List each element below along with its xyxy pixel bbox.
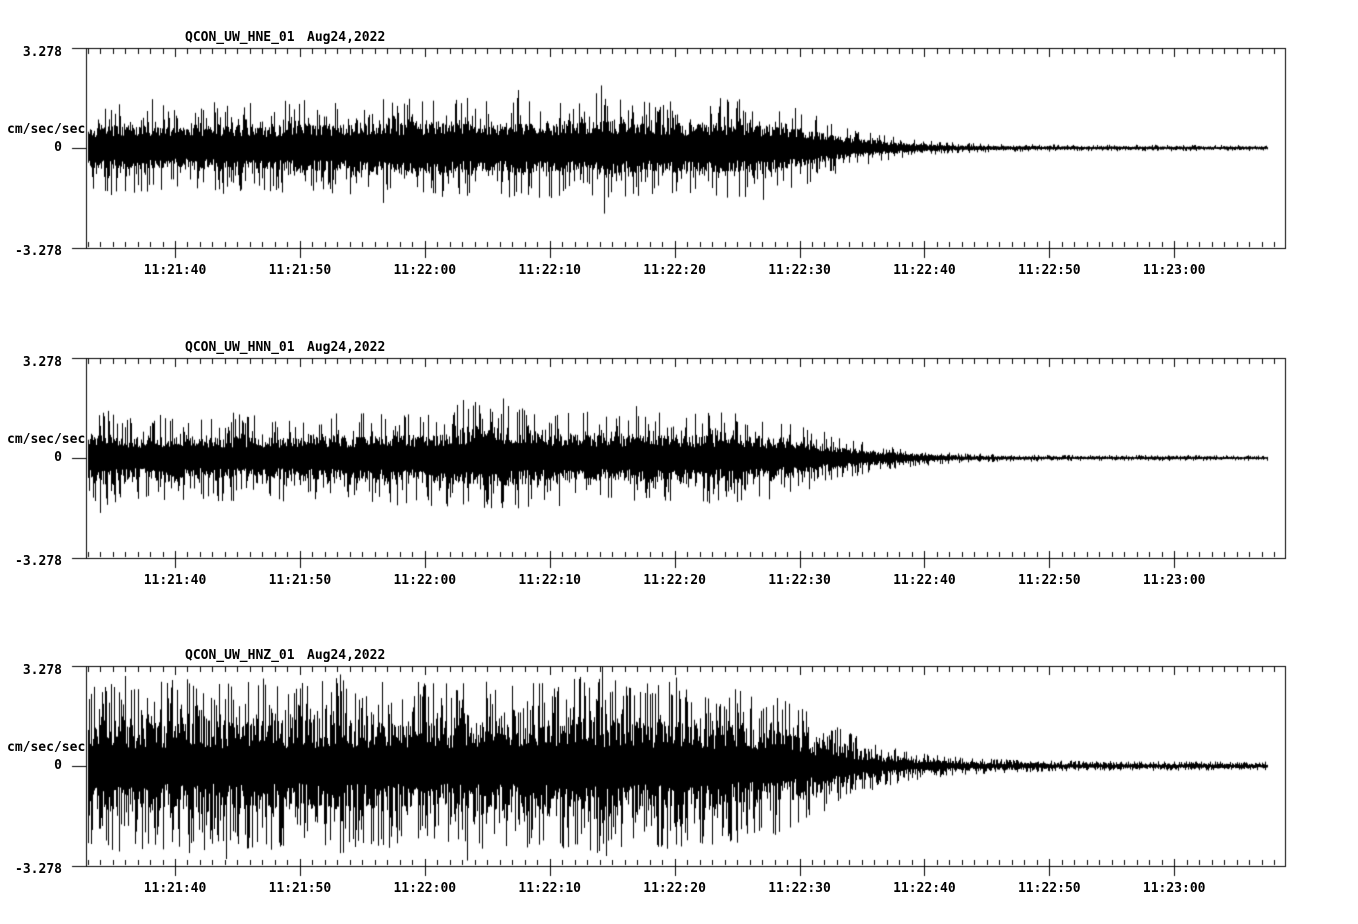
y-max-label: 3.278: [22, 663, 62, 678]
x-tick-label: 11:21:40: [143, 881, 207, 896]
x-tick-labels: 11:21:40 11:21:50 11:22:00 11:22:10 11:22:20…: [0, 882, 1358, 898]
y-unit-label: cm/sec/sec: [7, 122, 86, 137]
x-tick-label: 11:22:50: [1017, 573, 1081, 588]
y-min-label: -3.278: [15, 862, 62, 877]
x-tick-label: 11:21:40: [143, 573, 207, 588]
x-tick-label: 11:22:30: [768, 263, 831, 278]
y-max-label: 3.278: [22, 355, 62, 370]
x-tick-label: 11:22:30: [768, 573, 831, 588]
x-tick-label: 11:22:10: [518, 573, 581, 588]
x-tick-label: 11:21:50: [268, 263, 332, 278]
y-zero-label: 0: [54, 140, 62, 155]
x-tick-label: 11:23:00: [1142, 881, 1206, 896]
x-tick-label: 11:22:40: [893, 573, 956, 588]
x-tick-label: 11:22:50: [1017, 263, 1081, 278]
panel-date: Aug24,2022: [307, 30, 386, 45]
panel-date: Aug24,2022: [307, 648, 386, 663]
panel-date: Aug24,2022: [307, 340, 386, 355]
y-unit-label: cm/sec/sec: [7, 740, 86, 755]
x-tick-label: 11:22:00: [393, 573, 457, 588]
y-max-label: 3.278: [22, 45, 62, 60]
x-tick-label: 11:21:50: [268, 881, 332, 896]
x-tick-labels: 11:21:40 11:21:50 11:22:00 11:22:10 11:22:20…: [0, 264, 1358, 280]
x-tick-label: 11:22:20: [643, 881, 706, 896]
x-tick-label: 11:22:00: [393, 881, 457, 896]
x-tick-label: 11:23:00: [1142, 263, 1206, 278]
panel-title: QCON_UW_HNZ_01: [185, 648, 295, 663]
panel-title: QCON_UW_HNN_01: [185, 340, 295, 355]
y-zero-label: 0: [54, 758, 62, 773]
x-tick-label: 11:22:40: [893, 263, 956, 278]
x-tick-label: 11:22:50: [1017, 881, 1081, 896]
panel-title: QCON_UW_HNE_01: [185, 30, 295, 45]
y-min-label: -3.278: [15, 554, 62, 569]
x-tick-label: 11:21:40: [143, 263, 207, 278]
x-tick-label: 11:22:40: [893, 881, 956, 896]
x-tick-label: 11:22:00: [393, 263, 457, 278]
x-tick-labels: 11:21:40 11:21:50 11:22:00 11:22:10 11:22:20…: [0, 574, 1358, 590]
y-zero-label: 0: [54, 450, 62, 465]
x-tick-label: 11:23:00: [1142, 573, 1206, 588]
x-tick-label: 11:21:50: [268, 573, 332, 588]
x-tick-label: 11:22:10: [518, 881, 581, 896]
x-tick-label: 11:22:10: [518, 263, 581, 278]
x-tick-label: 11:22:20: [643, 263, 706, 278]
x-tick-label: 11:22:20: [643, 573, 706, 588]
y-min-label: -3.278: [15, 244, 62, 259]
y-unit-label: cm/sec/sec: [7, 432, 86, 447]
x-tick-label: 11:22:30: [768, 881, 831, 896]
